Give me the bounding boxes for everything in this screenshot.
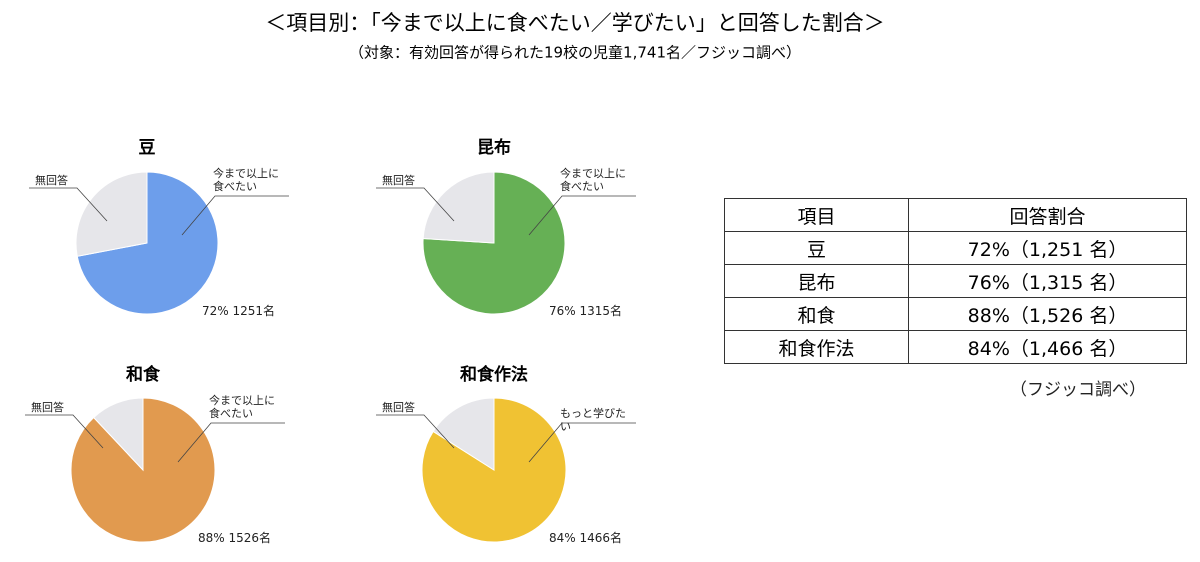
chart-title: 豆 <box>139 138 156 158</box>
table-cell: 和食 <box>724 297 909 331</box>
page-title: ＜項目別：「今まで以上に食べたい／学びたい」と回答した割合＞ <box>265 11 885 35</box>
value-label: 72% 1251名 <box>202 304 276 318</box>
leader-line <box>528 422 636 463</box>
category-label: 無回答 <box>35 174 68 187</box>
leader-line <box>376 414 455 449</box>
table-row: 昆布 76%（1,315 名） <box>724 264 1187 298</box>
table-cell: 72%（1,251 名） <box>908 231 1187 265</box>
category-label: 無回答 <box>382 401 415 414</box>
table-row: 和食作法 84%（1,466 名） <box>724 330 1187 364</box>
table-header: 回答割合 <box>908 198 1187 232</box>
table-cell: 豆 <box>724 231 909 265</box>
leader-line <box>177 422 285 463</box>
category-label: もっと学びたい <box>560 407 626 433</box>
table-header: 項目 <box>724 198 909 232</box>
table-cell: 84%（1,466 名） <box>908 330 1187 364</box>
table-row: 和食 88%（1,526 名） <box>724 297 1187 331</box>
value-label: 84% 1466名 <box>549 531 623 545</box>
leader-line <box>376 187 455 222</box>
value-label: 88% 1526名 <box>198 531 272 545</box>
summary-table: 項目 回答割合豆 72%（1,251 名） 昆布 76%（1,315 名） 和食 88%（1… <box>724 198 1187 364</box>
pie-slice <box>422 171 495 244</box>
chart-title: 和食 <box>126 364 161 385</box>
leader-line <box>528 195 636 236</box>
page-subtitle: （対象：有効回答が得られた19校の児童1,741名／フジッコ調べ） <box>349 44 801 62</box>
chart-title: 昆布 <box>477 137 511 158</box>
pie-slice <box>432 397 495 471</box>
category-label: 今まで以上に食べたい <box>213 167 279 193</box>
leader-line <box>29 187 108 222</box>
category-label: 無回答 <box>382 174 415 187</box>
table-cell: 和食作法 <box>724 330 909 364</box>
table-row: 豆 72%（1,251 名） <box>724 231 1187 265</box>
category-label: 今まで以上に食べたい <box>560 167 626 193</box>
pie-slice <box>76 171 219 315</box>
chart-title: 和食作法 <box>460 364 528 385</box>
category-label: 今まで以上に食べたい <box>209 394 275 420</box>
table-cell: 76%（1,315 名） <box>908 264 1187 298</box>
value-label: 76% 1315名 <box>549 304 623 318</box>
table-cell: 88%（1,526 名） <box>908 297 1187 331</box>
pie-slice <box>93 397 144 472</box>
pie-slice <box>75 171 148 257</box>
leader-line <box>25 414 104 449</box>
table-cell: 昆布 <box>724 264 909 298</box>
note: （フジッコ調べ） <box>1010 380 1146 400</box>
leader-line <box>181 195 289 236</box>
category-label: 無回答 <box>31 401 64 414</box>
